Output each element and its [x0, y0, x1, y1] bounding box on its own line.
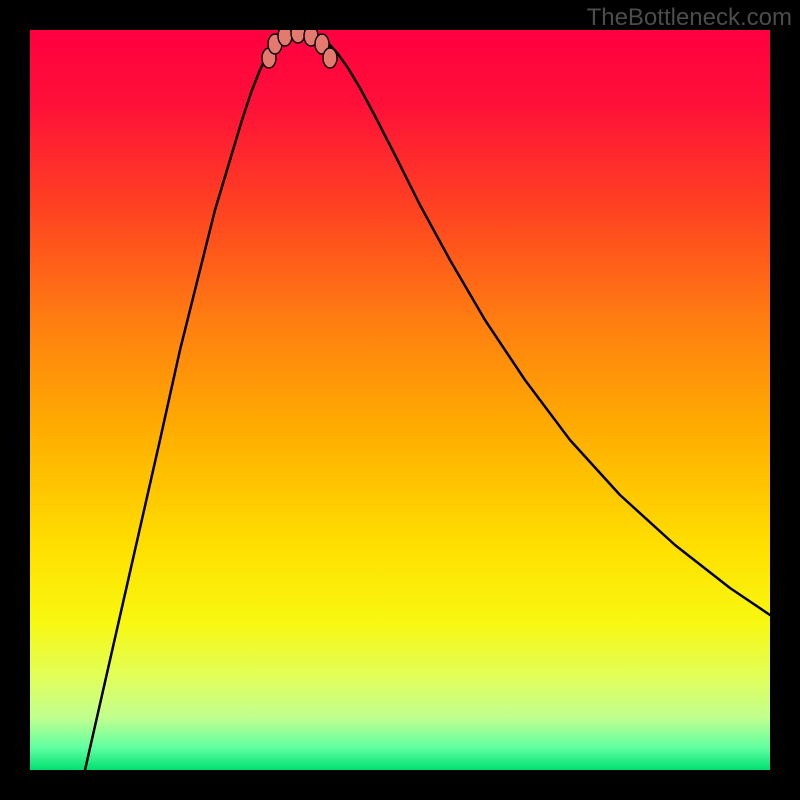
frame-left — [0, 0, 30, 800]
watermark-text: TheBottleneck.com — [587, 4, 792, 32]
frame-right — [770, 0, 800, 800]
chart-svg — [0, 0, 800, 800]
chart-stage: TheBottleneck.com — [0, 0, 800, 800]
frame-bottom — [0, 770, 800, 800]
plot-background — [30, 30, 770, 770]
curve-marker — [323, 48, 337, 68]
